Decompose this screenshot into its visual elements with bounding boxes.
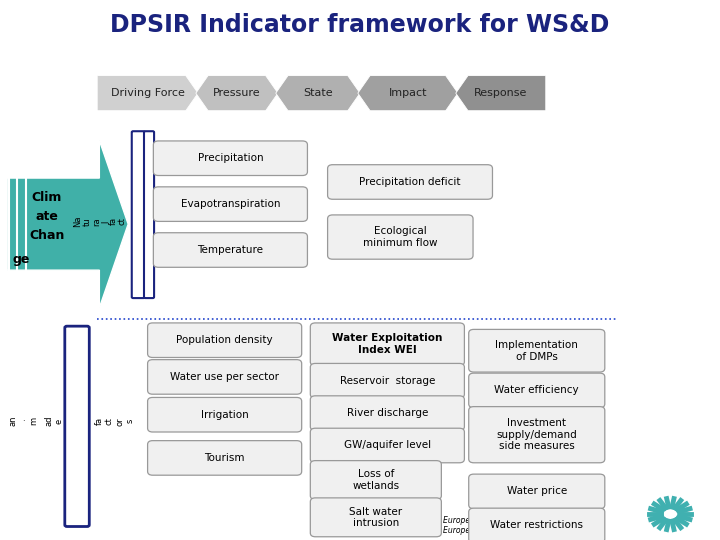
- Text: an: an: [9, 416, 17, 427]
- Text: Evapotranspiration: Evapotranspiration: [181, 199, 280, 209]
- Text: Water Exploitation
Index WEI: Water Exploitation Index WEI: [332, 333, 443, 355]
- Polygon shape: [7, 140, 128, 308]
- Text: l: l: [102, 220, 110, 222]
- Text: Temperature: Temperature: [197, 245, 264, 255]
- FancyBboxPatch shape: [310, 323, 464, 366]
- FancyBboxPatch shape: [153, 141, 307, 176]
- Text: Investment
supply/demand
side measures: Investment supply/demand side measures: [496, 418, 577, 451]
- Polygon shape: [196, 76, 278, 111]
- FancyBboxPatch shape: [328, 165, 492, 199]
- FancyBboxPatch shape: [148, 441, 302, 475]
- Text: Impact: Impact: [389, 88, 427, 98]
- Text: Implementation
of DMPs: Implementation of DMPs: [495, 340, 578, 362]
- Text: DPSIR Indicator framework for WS&D: DPSIR Indicator framework for WS&D: [110, 14, 610, 37]
- Text: ra: ra: [92, 217, 101, 226]
- FancyBboxPatch shape: [469, 373, 605, 408]
- Text: ate: ate: [35, 210, 58, 222]
- FancyBboxPatch shape: [469, 407, 605, 463]
- Text: Clim: Clim: [32, 191, 62, 204]
- Text: Water restrictions: Water restrictions: [490, 521, 583, 530]
- Text: Na: Na: [73, 215, 82, 227]
- Text: Population density: Population density: [176, 335, 273, 345]
- Text: State: State: [303, 88, 333, 98]
- FancyBboxPatch shape: [469, 508, 605, 540]
- Text: Reservoir  storage: Reservoir storage: [340, 376, 435, 386]
- Text: European Environment Agency: European Environment Agency: [443, 516, 562, 525]
- FancyBboxPatch shape: [148, 323, 302, 357]
- Polygon shape: [276, 76, 360, 111]
- FancyBboxPatch shape: [132, 131, 145, 298]
- Text: Irrigation: Irrigation: [201, 410, 248, 420]
- Text: Water price: Water price: [507, 487, 567, 496]
- Text: GW/aquifer level: GW/aquifer level: [343, 441, 431, 450]
- Text: ct: ct: [118, 218, 127, 225]
- Text: River discharge: River discharge: [346, 408, 428, 418]
- FancyBboxPatch shape: [310, 461, 441, 500]
- Polygon shape: [358, 76, 458, 111]
- Text: Driving Force: Driving Force: [111, 88, 184, 98]
- Text: Loss of
wetlands: Loss of wetlands: [352, 469, 400, 491]
- Polygon shape: [456, 76, 546, 111]
- Text: Tourism: Tourism: [204, 453, 245, 463]
- FancyBboxPatch shape: [153, 187, 307, 221]
- Text: or: or: [115, 417, 124, 426]
- Text: Pressure: Pressure: [213, 88, 261, 98]
- Text: Water use per sector: Water use per sector: [170, 372, 279, 382]
- Text: fa: fa: [109, 217, 118, 226]
- Polygon shape: [97, 76, 198, 111]
- Text: Salt water
intrusion: Salt water intrusion: [349, 507, 402, 528]
- FancyBboxPatch shape: [65, 326, 89, 526]
- FancyBboxPatch shape: [310, 428, 464, 463]
- Text: ·: ·: [22, 417, 24, 426]
- FancyBboxPatch shape: [310, 396, 464, 430]
- Text: Ecological
minimum flow: Ecological minimum flow: [363, 226, 438, 248]
- FancyBboxPatch shape: [469, 329, 605, 372]
- Text: fa: fa: [95, 417, 104, 426]
- FancyBboxPatch shape: [153, 233, 307, 267]
- Text: e: e: [55, 418, 63, 424]
- Text: European Topic Centre on Water: European Topic Centre on Water: [443, 525, 567, 535]
- Text: tu: tu: [83, 217, 91, 226]
- Text: Precipitation: Precipitation: [197, 153, 264, 163]
- Text: ct: ct: [105, 417, 114, 425]
- Text: Chan: Chan: [29, 230, 65, 242]
- FancyBboxPatch shape: [148, 360, 302, 394]
- Text: Response: Response: [474, 88, 528, 98]
- FancyBboxPatch shape: [144, 131, 154, 298]
- FancyBboxPatch shape: [328, 215, 473, 259]
- Circle shape: [662, 508, 679, 521]
- Text: Precipitation deficit: Precipitation deficit: [359, 177, 461, 187]
- Text: s: s: [125, 419, 134, 423]
- FancyBboxPatch shape: [148, 397, 302, 432]
- Text: m: m: [30, 417, 38, 426]
- Text: ad: ad: [45, 416, 53, 427]
- FancyBboxPatch shape: [310, 498, 441, 537]
- FancyBboxPatch shape: [469, 474, 605, 509]
- Text: ge: ge: [13, 253, 30, 266]
- Text: Water efficiency: Water efficiency: [495, 386, 579, 395]
- FancyBboxPatch shape: [310, 363, 464, 398]
